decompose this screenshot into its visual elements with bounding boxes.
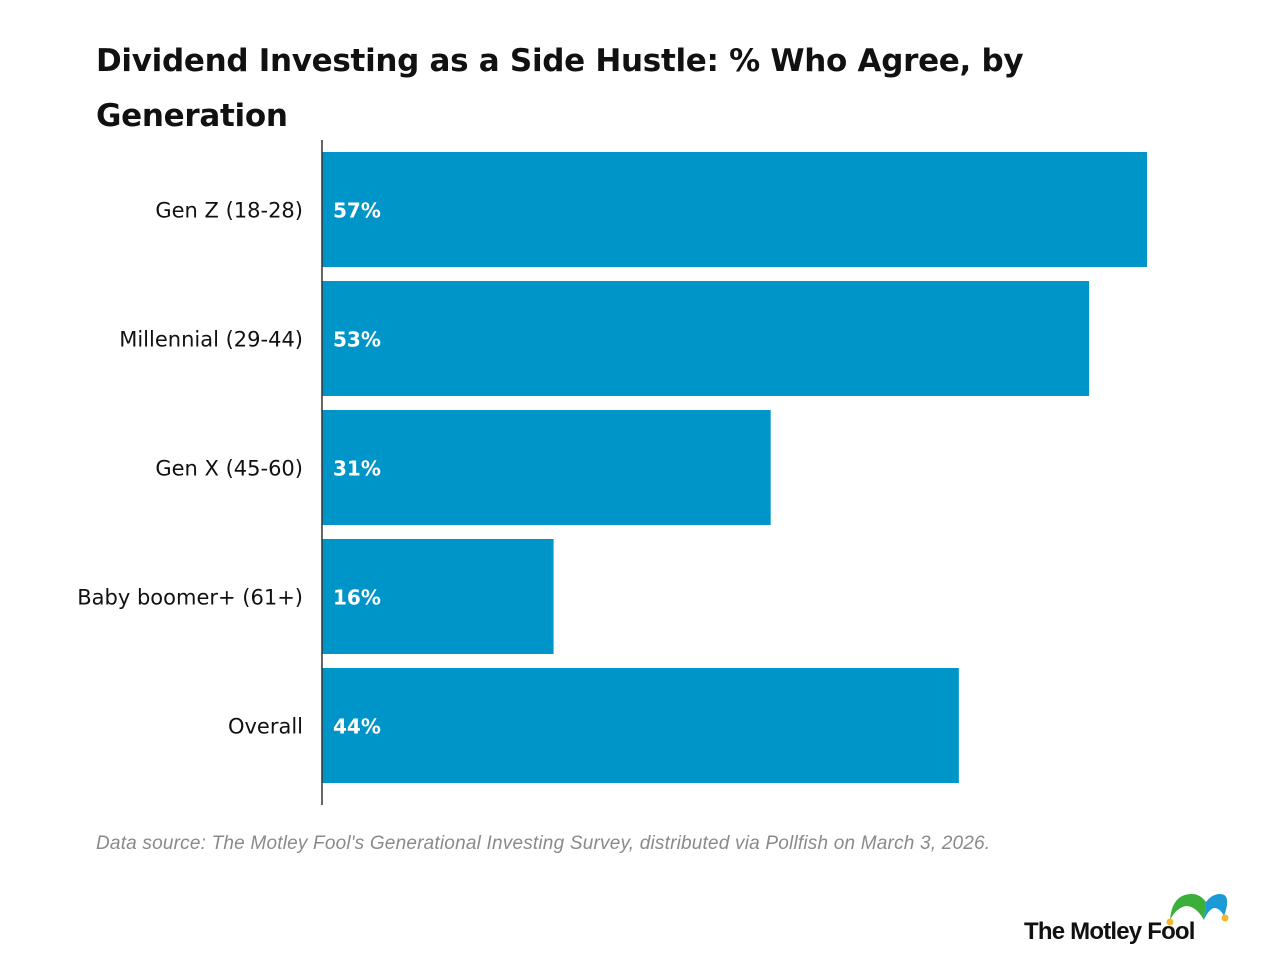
bar <box>322 539 554 654</box>
chart-title: Dividend Investing as a Side Hustle: % W… <box>96 43 1024 134</box>
motley-fool-logo: The Motley Fool <box>1020 888 1240 958</box>
category-label: Baby boomer+ (61+) <box>77 586 303 610</box>
category-label: Gen Z (18-28) <box>155 199 303 223</box>
data-label: 31% <box>333 457 381 481</box>
category-label: Overall <box>228 715 303 739</box>
category-label: Millennial (29-44) <box>119 328 303 352</box>
jester-hat-icon <box>1166 894 1229 926</box>
data-label: 57% <box>333 199 381 223</box>
category-label: Gen X (45-60) <box>155 457 303 481</box>
bar <box>322 152 1147 267</box>
data-label: 53% <box>333 328 381 352</box>
logo-wordmark: The Motley Fool <box>1024 918 1195 945</box>
bar <box>322 410 771 525</box>
data-label: 16% <box>333 586 381 610</box>
bar <box>322 281 1090 396</box>
bar <box>322 668 959 783</box>
data-label: 44% <box>333 715 381 739</box>
data-source-note: Data source: The Motley Fool's Generatio… <box>96 833 991 854</box>
